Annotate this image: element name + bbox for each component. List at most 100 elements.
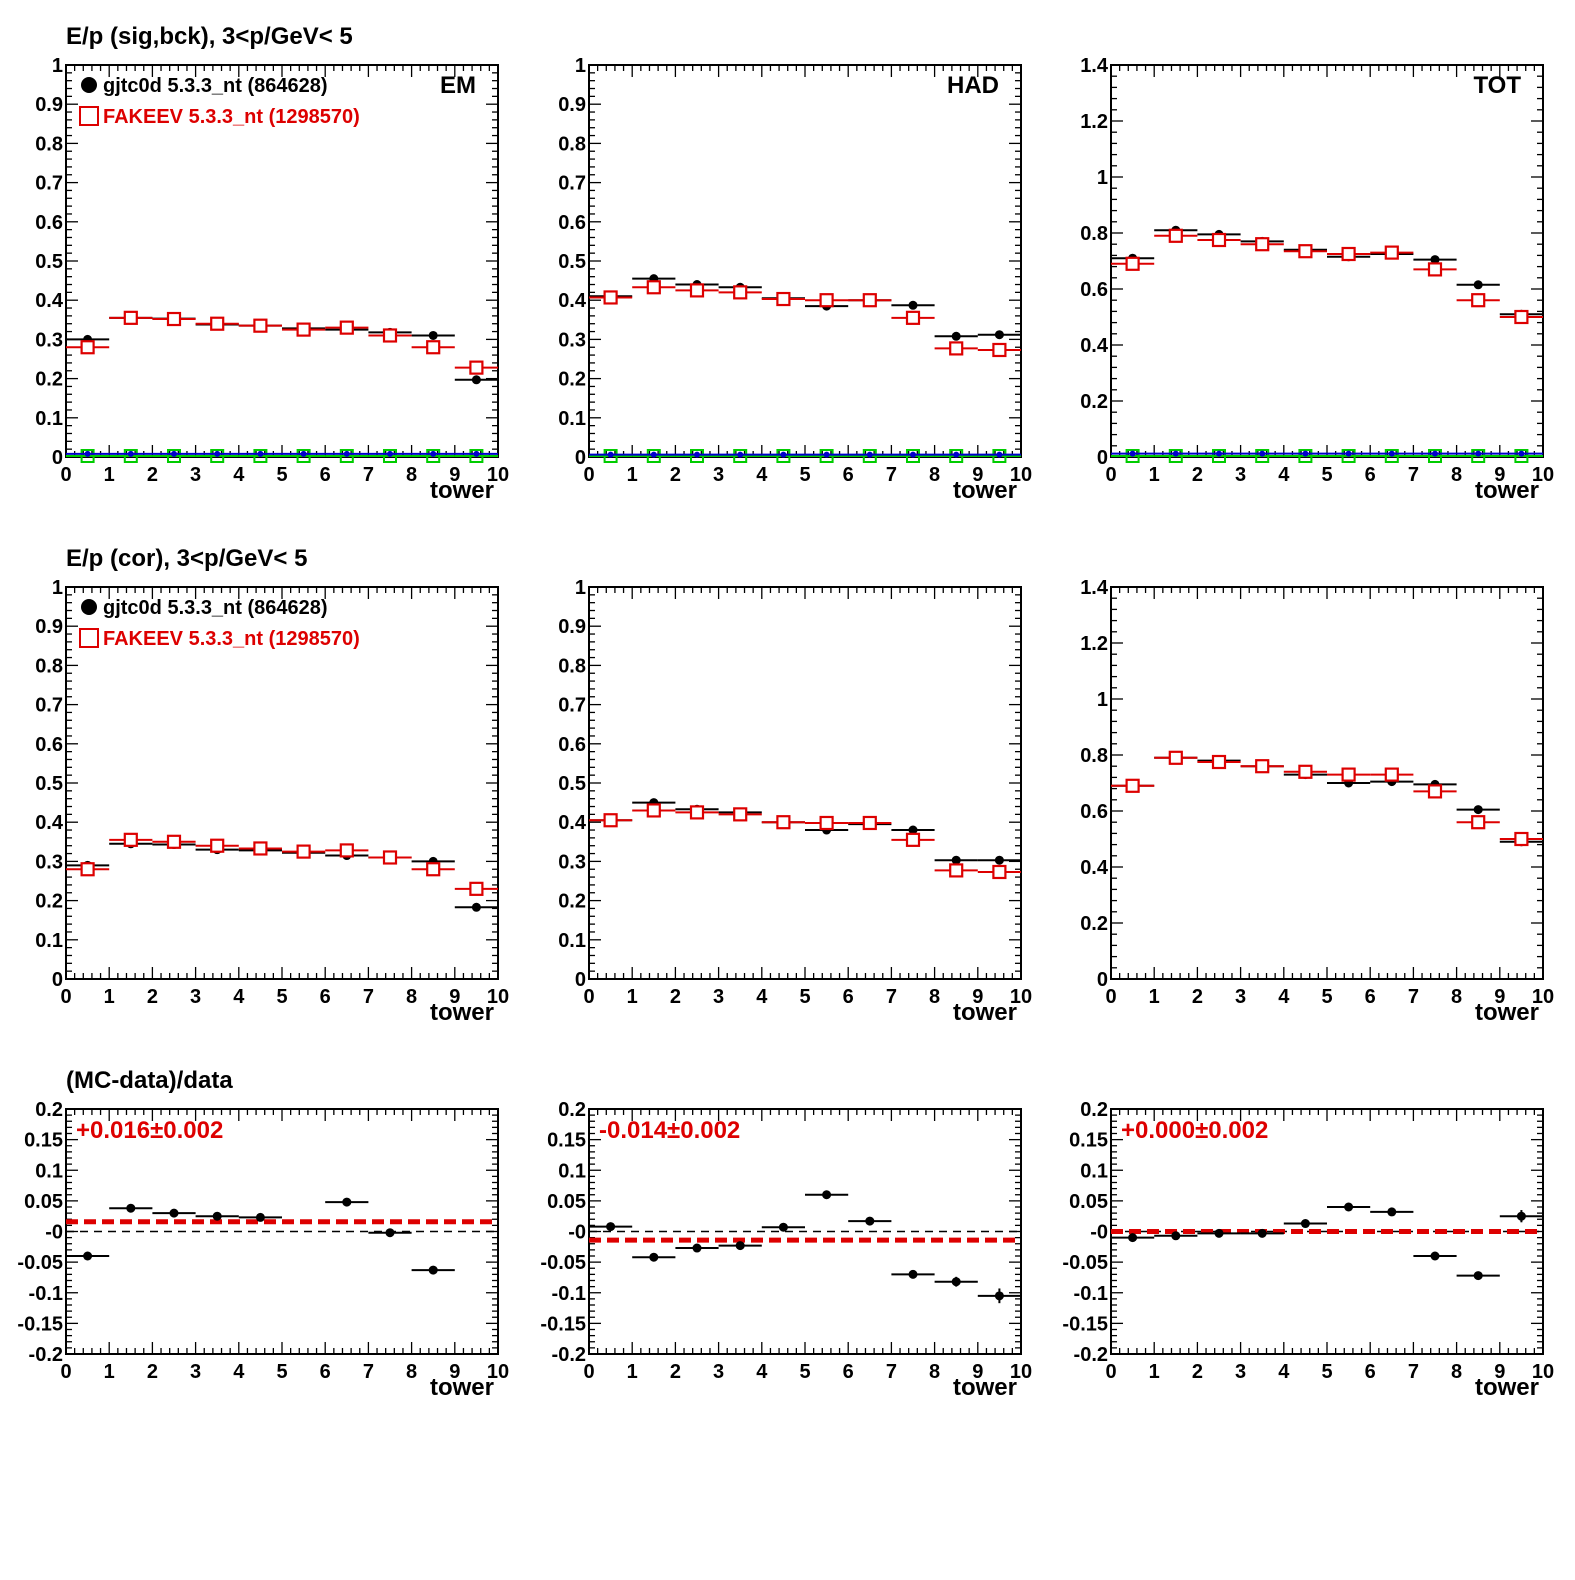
mc-point	[905, 310, 921, 325]
plot-panel-2: 0 1 2 3 4 5 6 7 8 9 10 0 0.2 0.4 0.6 0.8 1 1.2 1.4 tower TOT	[1080, 55, 1554, 504]
x-tick-label: 3	[190, 1361, 201, 1383]
x-tick-label: 7	[363, 986, 374, 1008]
bkg-blue-point	[127, 450, 134, 457]
x-axis-title: tower	[953, 999, 1017, 1026]
bkg-blue-point	[1129, 450, 1136, 457]
data-point	[1344, 1202, 1354, 1212]
mc-point	[603, 290, 618, 305]
x-tick-label: 0	[583, 986, 594, 1008]
bkg-blue-point	[387, 450, 393, 457]
data-point	[951, 331, 961, 341]
bkg-green-point	[992, 449, 1007, 463]
x-tick-label: 9	[1494, 464, 1505, 486]
bkg-blue-point	[1432, 450, 1438, 457]
legend-marker-mc	[79, 628, 99, 648]
x-tick-label: 8	[929, 1361, 940, 1383]
y-tick-label: 0	[52, 447, 63, 469]
y-tick-label: 0.7	[35, 173, 63, 195]
data-point	[1430, 255, 1440, 265]
x-tick-label: 4	[233, 986, 245, 1008]
plot-frame	[1110, 64, 1544, 458]
x-tick-label: 1	[104, 464, 115, 486]
y-tick-label: 0.4	[1080, 857, 1109, 879]
bkg-blue-point	[910, 451, 916, 458]
mc-point	[80, 340, 95, 355]
x-tick-label: 10	[1532, 1361, 1554, 1383]
y-tick-label: 0.4	[1080, 335, 1109, 357]
data-point	[606, 1222, 616, 1232]
bkg-blue-point	[1518, 450, 1525, 457]
mc-point	[949, 863, 964, 878]
y-tick-label: 0.9	[35, 616, 63, 638]
legend-label-data: gjtc0d 5.3.3_nt (864628)	[103, 75, 328, 97]
data-point	[692, 1243, 702, 1253]
x-tick-label: 3	[1235, 464, 1246, 486]
mc-point	[819, 815, 834, 831]
y-tick-label: 1.4	[1080, 55, 1109, 77]
bkg-green-point	[819, 449, 834, 463]
y-tick-label: 0	[575, 447, 586, 469]
bkg-green-point	[1212, 449, 1226, 463]
x-tick-label: 8	[406, 464, 417, 486]
x-tick-label: 5	[799, 1361, 810, 1383]
mc-point	[469, 360, 484, 375]
x-tick-label: 6	[320, 1361, 331, 1383]
x-tick-label: 10	[1532, 464, 1554, 486]
bkg-green-point	[862, 449, 877, 463]
x-tick-label: 4	[233, 464, 245, 486]
x-tick-label: 7	[363, 464, 374, 486]
row-title-0: E/p (sig,bck), 3<p/GeV< 5	[66, 23, 353, 50]
x-tick-label: 0	[583, 1361, 594, 1383]
y-tick-label: 0.2	[1080, 391, 1108, 413]
y-tick-label: 0.5	[558, 773, 586, 795]
y-tick-label: -0.2	[29, 1344, 63, 1366]
x-tick-label: 10	[1010, 986, 1032, 1008]
y-tick-label: -0.15	[1062, 1313, 1108, 1335]
x-tick-label: 8	[1451, 464, 1462, 486]
x-tick-label: 2	[1192, 464, 1203, 486]
series-bkg_green	[66, 449, 498, 463]
x-tick-label: 7	[886, 1361, 897, 1383]
x-tick-label: 3	[713, 464, 724, 486]
x-axis-title: tower	[1475, 999, 1539, 1026]
bkg-green-point	[296, 449, 311, 463]
mc-point	[1125, 778, 1140, 793]
x-tick-label: 2	[1192, 1361, 1203, 1383]
x-tick-label: 0	[60, 986, 71, 1008]
x-tick-label: 0	[583, 464, 594, 486]
y-tick-label: 0.15	[1069, 1130, 1108, 1152]
mc-point	[992, 342, 1007, 358]
mc-point	[1427, 784, 1443, 799]
plot-frame	[588, 64, 1022, 458]
bkg-blue-point	[953, 451, 960, 458]
mc-point	[1514, 831, 1529, 847]
mc-point	[1168, 750, 1183, 765]
x-tick-label: 2	[670, 1361, 681, 1383]
mc-point	[382, 328, 398, 343]
data-point	[994, 1291, 1004, 1301]
mc-point	[689, 805, 705, 820]
y-tick-label: 1	[575, 577, 586, 599]
bkg-blue-point	[1345, 450, 1352, 457]
data-point	[428, 1265, 438, 1275]
mc-point	[339, 843, 354, 858]
bkg-green-point	[1255, 449, 1270, 463]
y-tick-label: 0.7	[558, 173, 586, 195]
plot-panel-3: 0 1 2 3 4 5 6 7 8 9 10 0 0.1 0.2 0.3 0.4 0.5 0.6 0.7 0.8 0.9…	[35, 577, 509, 1026]
x-tick-label: 7	[886, 986, 897, 1008]
y-tick-label: 0.7	[35, 695, 63, 717]
legend-label-data: gjtc0d 5.3.3_nt (864628)	[103, 597, 328, 619]
x-tick-label: 9	[449, 986, 460, 1008]
mc-point	[819, 293, 834, 308]
x-tick-label: 8	[1451, 1361, 1462, 1383]
y-tick-label: -0.15	[17, 1313, 63, 1335]
data-point	[951, 855, 961, 865]
data-point	[471, 902, 481, 912]
legend-label-mc: FAKEEV 5.3.3_nt (1298570)	[103, 106, 360, 128]
y-tick-label: 1	[1097, 167, 1108, 189]
y-tick-label: 1.4	[1080, 577, 1109, 599]
y-tick-label: 0.05	[24, 1191, 63, 1213]
series-data	[66, 1197, 455, 1275]
data-point	[1257, 1228, 1267, 1238]
y-tick-label: 1	[52, 55, 63, 77]
